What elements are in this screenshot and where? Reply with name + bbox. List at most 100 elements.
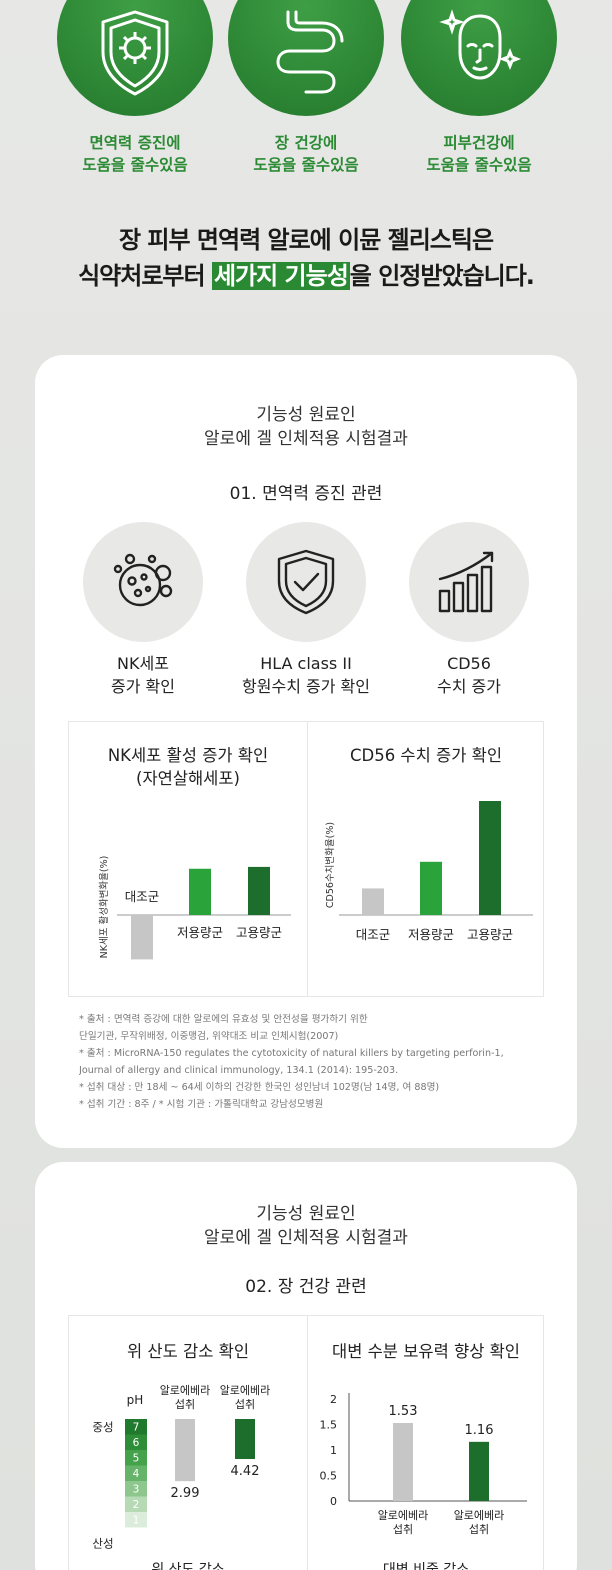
shield-check-icon: [277, 549, 335, 615]
note-line: Journal of allergy and clinical immunolo…: [79, 1065, 399, 1076]
ph-scale-step: [125, 1481, 147, 1497]
benefits-row: 면역력 증진에 도움을 줄수있음 장 건강에 도움을 줄수있음: [0, 0, 612, 190]
ph-scale-tick: 5: [133, 1453, 140, 1465]
bar-0: [175, 1419, 195, 1482]
note-line: * 출처 : 면역력 증강에 대한 알로에의 유효성 및 안전성을 평가하기 위…: [79, 1014, 368, 1025]
bar-0: [393, 1422, 413, 1501]
chart-divider: [307, 1316, 308, 1570]
immunity-results-card: 기능성 원료인 알로에 겔 인체적용 시험결과 01. 면역력 증진 관련 NK…: [35, 355, 577, 1148]
bar-0: [131, 915, 153, 960]
category-label: 섭취: [469, 1523, 489, 1536]
bar-0: [362, 888, 384, 915]
y-tick-label: 2: [330, 1393, 337, 1406]
feature-label: CD56 수치 증가: [394, 652, 544, 698]
value-label: 4.42: [231, 1464, 260, 1479]
category-label: 섭취: [393, 1523, 413, 1536]
category-label: 섭취: [235, 1398, 255, 1411]
ph-scale-tick: 7: [133, 1422, 140, 1434]
card-title: 기능성 원료인 알로에 겔 인체적용 시험결과: [35, 1202, 577, 1250]
category-label: 알로에베라: [220, 1383, 271, 1397]
benefit-label-line2: 도움을 줄수있음: [426, 156, 532, 174]
feature-label-line1: NK세포: [117, 654, 169, 673]
chart-title: 위 산도 감소 확인: [127, 1342, 249, 1361]
feature-label-line2: 증가 확인: [111, 677, 175, 696]
chart-title: 대변 수분 보유력 향상 확인: [332, 1342, 520, 1361]
benefit-label-line1: 장 건강에: [274, 134, 338, 152]
shield-virus-icon: [101, 10, 169, 96]
ph-scale-tick: 1: [133, 1515, 140, 1527]
chart-title-line2: (자연살해세포): [136, 769, 240, 788]
feature-label-line2: 수치 증가: [437, 677, 501, 696]
immunity-chart-box: NK세포 활성 증가 확인 (자연살해세포) CD56 수치 증가 확인 NK세…: [68, 721, 544, 997]
ph-scale-tick: 4: [133, 1468, 140, 1480]
chart-footer: 위 산도 감소: [151, 1562, 224, 1570]
benefit-label-line1: 피부건강에: [443, 134, 515, 152]
feature-circle: [83, 522, 203, 642]
bar-1: [469, 1441, 489, 1501]
value-label: 2.99: [171, 1486, 200, 1501]
bar-2: [248, 866, 270, 915]
benefit-label-line1: 면역력 증진에: [89, 134, 181, 152]
headline-highlight: 세가지 기능성: [211, 262, 350, 290]
headline-line2-pre: 식약처로부터: [78, 262, 212, 290]
note-line: 단일기관, 무작위배정, 이중맹검, 위약대조 비교 인체시험(2007): [79, 1031, 339, 1042]
intestine-icon: [276, 10, 344, 94]
card-title-line1: 기능성 원료인: [256, 405, 356, 425]
chart-title: NK세포 활성 증가 확인 (자연살해세포): [69, 744, 307, 790]
y-axis-label: CD56수치변화율(%): [324, 822, 336, 908]
section-heading: 02. 장 건강 관련: [245, 1277, 367, 1297]
feature-label-line1: CD56: [447, 654, 491, 673]
ph-scale-tick: 3: [133, 1484, 140, 1496]
chart-title-line1: CD56 수치 증가 확인: [349, 746, 503, 765]
ph-scale-step: [125, 1434, 147, 1450]
benefit-circle: [401, 0, 557, 116]
card-title: 기능성 원료인 알로에 겔 인체적용 시험결과: [35, 403, 577, 451]
headline-line1: 장 피부 면역력 알로에 이뮨 젤리스틱은: [118, 226, 494, 254]
source-notes: * 출처 : 면역력 증강에 대한 알로에의 유효성 및 안전성을 평가하기 위…: [79, 1011, 559, 1113]
bar-2: [479, 801, 501, 915]
ph-scale-step: [125, 1496, 147, 1512]
card-title-line1: 기능성 원료인: [256, 1204, 356, 1224]
benefit-label-line2: 도움을 줄수있음: [253, 156, 359, 174]
benefit-label: 면역력 증진에 도움을 줄수있음: [50, 132, 220, 176]
face-sparkle-icon: [439, 9, 522, 80]
y-axis-label: NK세포 활성화변화율(%): [98, 856, 110, 959]
category-label: 알로에베라: [160, 1383, 211, 1397]
category-label: 저용량군: [177, 925, 223, 940]
feature-circle: [409, 522, 529, 642]
benefit-circle: [228, 0, 384, 116]
y-tick-label: 1: [330, 1444, 337, 1457]
ph-scale-tick: 6: [133, 1437, 140, 1449]
gut-results-card: 기능성 원료인 알로에 겔 인체적용 시험결과 02. 장 건강 관련 위 산도…: [35, 1162, 577, 1570]
value-label: 1.53: [389, 1404, 418, 1419]
nk-cell-icon: [113, 553, 173, 607]
benefit-circle: [57, 0, 213, 116]
category-label: 알로에베라: [454, 1508, 505, 1522]
feature-label: NK세포 증가 확인: [68, 652, 218, 698]
bar-growth-icon: [438, 551, 494, 613]
ph-scale-step: [125, 1419, 147, 1435]
category-label: 저용량군: [408, 927, 454, 942]
card-title-line2: 알로에 겔 인체적용 시험결과: [204, 1228, 408, 1248]
y-tick-label: 0.5: [320, 1470, 338, 1483]
headline: 장 피부 면역력 알로에 이뮨 젤리스틱은 식약처로부터 세가지 기능성을 인정…: [0, 222, 612, 294]
category-label: 대조군: [356, 927, 391, 942]
feature-label-line1: HLA class II: [260, 654, 352, 673]
headline-line2-post: 을 인정받았습니다.: [349, 262, 535, 290]
y-tick-label: 1.5: [320, 1419, 338, 1432]
benefit-label: 피부건강에 도움을 줄수있음: [394, 132, 564, 176]
benefit-label: 장 건강에 도움을 줄수있음: [221, 132, 391, 176]
neutral-label: 중성: [92, 1420, 113, 1434]
category-label: 알로에베라: [378, 1508, 429, 1522]
chart-footer: 대변 비중 감소: [383, 1562, 469, 1570]
ph-scale-tick: 2: [133, 1499, 140, 1511]
category-label: 고용량군: [467, 927, 513, 942]
value-label: 1.16: [465, 1423, 494, 1438]
bar-1: [235, 1419, 255, 1459]
feature-hla: HLA class II 항원수치 증가 확인: [231, 522, 381, 698]
feature-nk-cell: NK세포 증가 확인: [68, 522, 218, 698]
ph-scale-step: [125, 1512, 147, 1528]
category-label: 고용량군: [236, 925, 282, 940]
note-line: * 섭취 대상 : 만 18세 ~ 64세 이하의 건강한 한국인 성인남녀 1…: [79, 1082, 440, 1093]
